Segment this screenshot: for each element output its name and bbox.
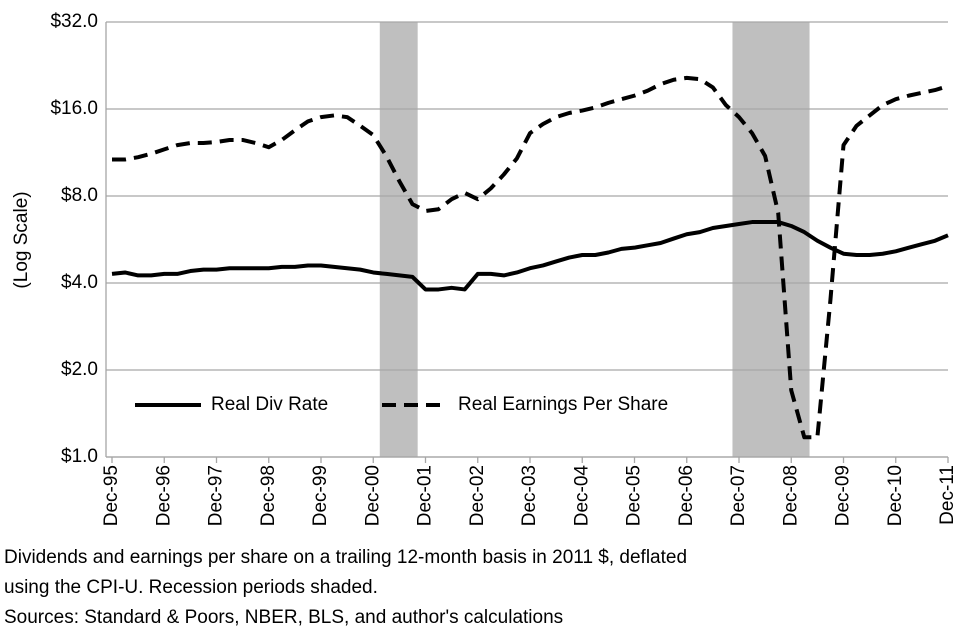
recession-shade [379,22,418,457]
x-tick-label: Dec-07 [728,465,749,526]
y-tick-label: $16.0 [50,98,98,119]
x-tick-label: Dec-03 [519,465,540,526]
x-tick-label: Dec-96 [153,465,174,526]
x-tick-label: Dec-06 [676,465,697,526]
x-tick-label: Dec-04 [571,465,592,527]
y-tick-label: $32.0 [50,11,98,32]
y-tick-label: $1.0 [61,446,98,467]
series-line [111,220,949,292]
footnote: using the CPI-U. Recession periods shade… [4,577,378,598]
x-tick-label: Dec-05 [624,465,645,526]
y-tick-label: $4.0 [61,272,98,293]
y-tick-label: $8.0 [61,185,98,206]
x-tick-label: Dec-09 [833,465,854,526]
x-tick-label: Dec-97 [206,465,227,526]
recession-shade [732,22,810,457]
footnote: Dividends and earnings per share on a tr… [4,547,687,568]
x-tick-label: Dec-99 [310,465,331,526]
legend-label: Real Div Rate [211,394,328,415]
y-axis-label: (Log Scale) [11,191,32,288]
x-tick-label: Dec-98 [258,465,279,526]
x-tick-label: Dec-00 [362,465,383,526]
y-tick-label: $2.0 [61,359,98,380]
x-tick-label: Dec-10 [885,465,906,526]
series-line [112,75,949,440]
legend-label: Real Earnings Per Share [458,394,668,415]
x-tick-label: Dec-95 [101,465,122,526]
x-tick-label: Dec-08 [780,465,801,526]
x-tick-label: Dec-02 [467,465,488,526]
x-tick-label: Dec-11 [937,465,958,525]
footnote: Sources: Standard & Poors, NBER, BLS, an… [4,607,563,628]
x-tick-label: Dec-01 [415,465,436,526]
